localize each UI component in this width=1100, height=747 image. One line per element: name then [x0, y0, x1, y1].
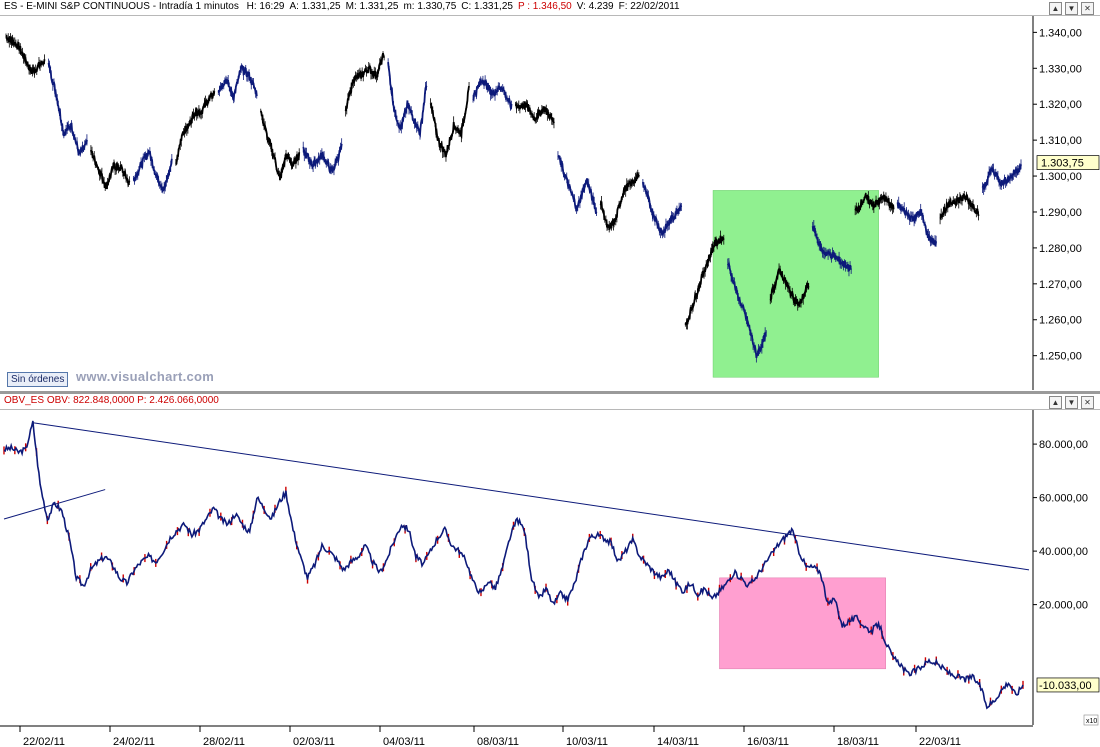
price-panel-header: ES - E-MINI S&P CONTINUOUS - Intradía 1 … [0, 0, 1100, 16]
price-stat: C: 1.331,25 [461, 1, 513, 12]
price-stat: P : 1.346,50 [517, 1, 572, 12]
panel-divider[interactable] [0, 391, 1100, 394]
scroll-up-icon[interactable]: ▲ [1049, 2, 1062, 15]
y-tick-label: 1.300,00 [1039, 171, 1082, 183]
price-session [599, 169, 640, 233]
price-session [726, 258, 767, 363]
y-tick-label: 60.000,00 [1039, 493, 1088, 505]
indicator-header-text: OBV_ES OBV: 822.848,0000 P: 2.426.066,00… [4, 395, 219, 406]
price-session [429, 82, 470, 162]
indicator-name: OBV_ES [4, 395, 45, 406]
price-session [642, 178, 683, 239]
watermark-text: www.visualchart.com [76, 369, 215, 384]
x10-box [1083, 714, 1099, 726]
x-tick-label: 10/03/11 [566, 736, 608, 747]
indicator-value: OBV: 822.848,0000 [46, 395, 135, 406]
y-tick-label: 1.270,00 [1039, 279, 1082, 291]
price-line [259, 110, 301, 182]
price-session [217, 63, 258, 104]
price-session [684, 230, 725, 330]
y-tick-label: 20.000,00 [1039, 600, 1088, 612]
price-highlight-box [712, 190, 879, 378]
instrument-title: ES - E-MINI S&P CONTINUOUS - Intradía 1 … [4, 1, 239, 12]
obv-trendline [32, 422, 1030, 571]
price-session [472, 75, 513, 111]
close-icon[interactable]: ✕ [1081, 396, 1094, 409]
price-session [90, 145, 131, 191]
price-session [132, 147, 173, 194]
y-tick-label: 1.290,00 [1039, 207, 1082, 219]
price-line [642, 181, 683, 237]
x-tick-label: 28/02/11 [203, 736, 245, 747]
price-line [47, 62, 88, 156]
y-tick-label: 1.260,00 [1039, 315, 1082, 327]
price-line [344, 52, 385, 112]
scroll-down-icon[interactable]: ▼ [1065, 2, 1078, 15]
orders-status-badge[interactable]: Sin órdenes [7, 372, 69, 387]
y-tick-label: 1.320,00 [1039, 99, 1082, 111]
scroll-down-icon[interactable]: ▼ [1065, 396, 1078, 409]
x-tick-label: 04/03/11 [383, 736, 425, 747]
x10-label: x10 [1086, 718, 1097, 725]
price-session [259, 108, 301, 182]
price-session [854, 191, 895, 216]
x-tick-label: 22/02/11 [23, 736, 65, 747]
price-line [90, 149, 131, 190]
price-stat: m: 1.330,75 [403, 1, 457, 12]
price-session [769, 263, 810, 311]
scroll-up-icon[interactable]: ▲ [1049, 396, 1062, 409]
price-stat: H: 16:29 [246, 1, 285, 12]
price-session [344, 51, 385, 117]
price-session [47, 58, 88, 157]
price-chart[interactable]: 1.250,00 1.260,00 1.270,00 1.280,00 1.290,00… [0, 16, 1100, 390]
last-obv-label: -10.033,00 [1039, 680, 1092, 692]
price-session [302, 138, 343, 176]
last-price-label: 1.303,75 [1041, 158, 1084, 170]
y-tick-label: 1.340,00 [1039, 27, 1082, 39]
y-tick-label: 1.310,00 [1039, 135, 1082, 147]
price-session [981, 159, 1022, 195]
obv-chart[interactable]: 20.000,00 40.000,00 60.000,00 80.000,00 -10.… [0, 410, 1100, 747]
x-tick-label: 02/03/11 [293, 736, 335, 747]
price-session [175, 88, 216, 166]
last-price-box [1036, 155, 1100, 170]
price-window-buttons: ▲ ▼ ✕ [1049, 2, 1094, 15]
price-stat: A: 1.331,25 [289, 1, 341, 12]
price-header-text: ES - E-MINI S&P CONTINUOUS - Intradía 1 … [4, 1, 680, 12]
price-session [515, 99, 555, 129]
price-session [811, 219, 853, 277]
y-tick-label: 1.330,00 [1039, 63, 1082, 75]
price-line [557, 155, 598, 215]
x-tick-label: 24/02/11 [113, 736, 155, 747]
y-tick-label: 1.250,00 [1039, 351, 1082, 363]
indicator-panel-header: OBV_ES OBV: 822.848,0000 P: 2.426.066,00… [0, 394, 1100, 410]
y-tick-label: 40.000,00 [1039, 546, 1088, 558]
price-session [557, 151, 598, 216]
price-session [5, 33, 46, 78]
price-stats: H: 16:29 A: 1.331,25 M: 1.331,25 m: 1.330,7… [242, 1, 680, 12]
obv-line [3, 420, 1024, 710]
price-session [896, 196, 937, 247]
obv-highlight-box [719, 577, 886, 670]
close-icon[interactable]: ✕ [1081, 2, 1094, 15]
price-session [387, 58, 428, 140]
y-tick-label: 80.000,00 [1039, 439, 1088, 451]
price-stat: V: 4.239 [576, 1, 614, 12]
y-tick-label: 1.280,00 [1039, 243, 1082, 255]
last-obv-box [1036, 677, 1100, 693]
x-tick-label: 08/03/11 [477, 736, 519, 747]
x-tick-label: 22/03/11 [919, 736, 961, 747]
x-tick-label: 18/03/11 [837, 736, 879, 747]
x-tick-label: 16/03/11 [747, 736, 789, 747]
price-session [939, 190, 980, 225]
price-stat: F: 22/02/2011 [618, 1, 680, 12]
x-tick-label: 14/03/11 [657, 736, 699, 747]
indicator-window-buttons: ▲ ▼ ✕ [1049, 396, 1094, 409]
price-stat: M: 1.331,25 [345, 1, 399, 12]
indicator-p-value: P: 2.426.066,0000 [137, 395, 219, 406]
